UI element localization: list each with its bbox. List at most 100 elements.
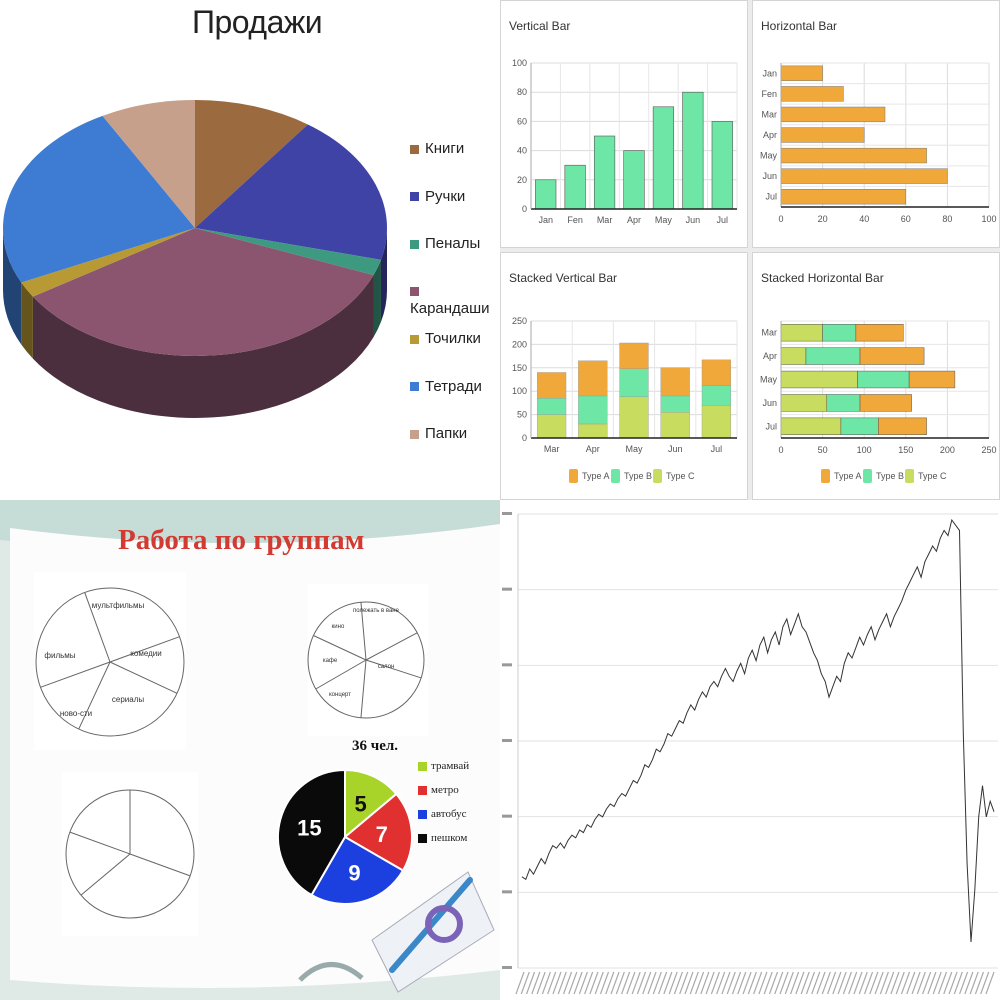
bar-Mar-Type B (822, 324, 857, 342)
y-tick-label: Jul (765, 421, 777, 431)
x-tick-label (694, 971, 705, 995)
sketch-pie-3-divider (129, 853, 191, 877)
bar-Jun-Type B (826, 394, 861, 412)
sales-pie-legend-item: Ручки (410, 188, 465, 205)
legend-label: Type C (918, 471, 947, 481)
x-tick-label (589, 971, 599, 995)
legend-label: Папки (425, 425, 468, 442)
x-tick-label (805, 971, 816, 995)
sketch-pie-1-divider (109, 636, 180, 663)
bar-Apr (780, 127, 865, 143)
sketch-pie-2-label: кино (332, 624, 345, 630)
transport-pie-value: 9 (348, 861, 360, 886)
x-tick-label (700, 971, 710, 995)
bar-May (652, 106, 675, 210)
x-tick-label (827, 971, 837, 995)
bar-Jul (711, 121, 733, 210)
sketch-pie-1-divider (84, 592, 111, 663)
x-tick-label: Mar (597, 215, 613, 225)
y-tick-label: Mar (762, 328, 778, 338)
x-tick-label: 20 (818, 214, 828, 224)
x-tick-label (605, 971, 615, 995)
bar-Mar-Type C (780, 324, 823, 342)
x-tick-label: 100 (981, 214, 996, 224)
bar-Apr-Type C (780, 347, 807, 365)
sales-pie-side-5 (3, 228, 22, 345)
x-tick-label (763, 971, 773, 995)
x-tick-label (948, 971, 958, 995)
x-tick-label: 0 (778, 214, 783, 224)
bar-Fen (564, 164, 586, 210)
x-tick-label (647, 971, 657, 995)
sketch-pie-1-label: ново-сти (60, 709, 92, 718)
legend-swatch (905, 469, 914, 483)
legend-swatch (418, 809, 427, 819)
bar-May-Type C (780, 370, 858, 389)
x-tick-label (768, 971, 779, 995)
x-tick-label (573, 971, 583, 995)
sales-pie-panel: Продажи Книги Ручки Пеналы Карандаши Точилки… (0, 0, 500, 500)
legend-label: пешком (431, 832, 468, 844)
x-tick-label (599, 971, 610, 995)
x-tick-label: 200 (940, 445, 955, 455)
line-chart (502, 512, 998, 995)
bar-Mar (780, 106, 886, 123)
sales-pie-legend-item: Пеналы (410, 235, 480, 252)
y-tick-label: 80 (517, 87, 527, 97)
transport-pie-value: 5 (354, 792, 366, 817)
legend-swatch (410, 192, 419, 202)
legend-label: Пеналы (425, 235, 481, 252)
transport-pie-legend-item: метро (418, 784, 459, 796)
y-tick-label: Mar (762, 109, 778, 119)
x-tick-label (848, 971, 858, 995)
line-series (521, 518, 995, 943)
bar-Jun (682, 91, 704, 210)
bar-May-Type C (619, 396, 649, 439)
x-tick-label (874, 971, 884, 995)
x-tick-label (568, 971, 578, 995)
x-tick-label (953, 971, 963, 995)
bar-Jul-Type C (701, 405, 732, 439)
bar-Jun-Type C (660, 412, 690, 439)
y-tick-mark (502, 739, 512, 742)
sales-pie-side-4 (21, 282, 33, 359)
y-tick-mark (502, 890, 512, 894)
sketch-pies: мультфильмы комедии сериалы ново-сти фильмы п… (34, 572, 428, 936)
bar-May-Type B (857, 370, 910, 389)
x-tick-label: 50 (818, 445, 828, 455)
sketch-pie-3-divider (80, 853, 131, 896)
x-tick-label (658, 971, 668, 995)
x-tick-label (636, 971, 647, 995)
x-tick-label (753, 971, 763, 995)
group-work-slide: Работа по группам мультфильмы комедии сери… (0, 500, 500, 1000)
bar-Apr-Type B (578, 395, 608, 425)
line-chart-panel (500, 500, 1000, 1000)
x-tick-label (626, 971, 636, 995)
y-tick-mark (502, 814, 512, 818)
sales-pie-slice-2 (195, 228, 381, 276)
bar-Apr (623, 150, 645, 210)
x-tick-label: 80 (942, 214, 952, 224)
x-tick-label (578, 971, 588, 995)
y-tick-label: May (760, 151, 778, 161)
sales-pie-chart (3, 100, 387, 418)
bar-Apr-Type A (859, 347, 925, 365)
bar-Mar-Type C (536, 414, 567, 439)
vertical-bar-title: Vertical Bar (509, 19, 571, 33)
y-tick-mark (502, 966, 512, 969)
y-tick-mark (502, 512, 512, 515)
legend-label: Карандаши (410, 299, 490, 317)
group-work-title: Работа по группам (118, 524, 365, 556)
x-tick-label (774, 971, 784, 995)
x-tick-label: Jul (711, 444, 723, 454)
legend-swatch (410, 239, 419, 249)
bar-May-Type A (619, 342, 649, 369)
x-tick-label (726, 971, 736, 995)
legend-label: Type A (834, 471, 862, 481)
sketch-pie-1-divider (78, 661, 111, 730)
vertical-bar-panel: Vertical Bar 0 20 40 60 80 100 Jan Fen Mar Apr May… (500, 0, 748, 248)
sketch-pie-2-divider (315, 659, 367, 690)
x-tick-label (885, 971, 895, 995)
legend-swatch (410, 144, 419, 154)
sketch-pie-1-label: мультфильмы (92, 601, 145, 610)
